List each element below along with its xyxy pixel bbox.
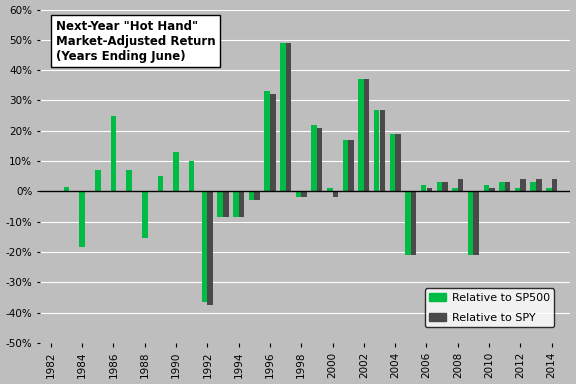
Bar: [270, 94, 275, 191]
Text: Next-Year "Hot Hand"
Market-Adjusted Return
(Years Ending June): Next-Year "Hot Hand" Market-Adjusted Ret…: [56, 20, 215, 63]
Bar: [546, 189, 552, 191]
Bar: [280, 43, 286, 191]
Bar: [218, 191, 223, 217]
Bar: [427, 189, 432, 191]
Bar: [79, 191, 85, 247]
Bar: [348, 140, 354, 191]
Bar: [515, 189, 520, 191]
Bar: [249, 191, 254, 200]
Bar: [239, 191, 244, 217]
Bar: [499, 182, 505, 191]
Bar: [233, 191, 238, 217]
Bar: [286, 43, 291, 191]
Bar: [301, 191, 307, 197]
Bar: [202, 191, 207, 302]
Bar: [521, 179, 526, 191]
Bar: [406, 191, 411, 255]
Bar: [380, 109, 385, 191]
Bar: [411, 191, 416, 255]
Bar: [295, 191, 301, 197]
Bar: [189, 161, 195, 191]
Bar: [421, 185, 426, 191]
Bar: [255, 191, 260, 200]
Bar: [111, 116, 116, 191]
Bar: [473, 191, 479, 255]
Bar: [223, 191, 229, 217]
Bar: [489, 189, 495, 191]
Bar: [95, 170, 101, 191]
Bar: [483, 185, 489, 191]
Bar: [207, 191, 213, 305]
Bar: [64, 187, 69, 191]
Bar: [173, 152, 179, 191]
Bar: [530, 182, 536, 191]
Legend: Relative to SP500, Relative to SPY: Relative to SP500, Relative to SPY: [425, 288, 554, 328]
Bar: [126, 170, 132, 191]
Bar: [374, 109, 380, 191]
Bar: [312, 125, 317, 191]
Bar: [536, 179, 541, 191]
Bar: [158, 176, 163, 191]
Bar: [358, 79, 364, 191]
Bar: [317, 128, 323, 191]
Bar: [333, 191, 338, 197]
Bar: [389, 134, 395, 191]
Bar: [327, 189, 332, 191]
Bar: [142, 191, 147, 238]
Bar: [458, 179, 463, 191]
Bar: [452, 189, 458, 191]
Bar: [552, 179, 557, 191]
Bar: [442, 182, 448, 191]
Bar: [364, 79, 369, 191]
Bar: [437, 182, 442, 191]
Bar: [468, 191, 473, 255]
Bar: [343, 140, 348, 191]
Bar: [395, 134, 401, 191]
Bar: [264, 91, 270, 191]
Bar: [505, 182, 510, 191]
